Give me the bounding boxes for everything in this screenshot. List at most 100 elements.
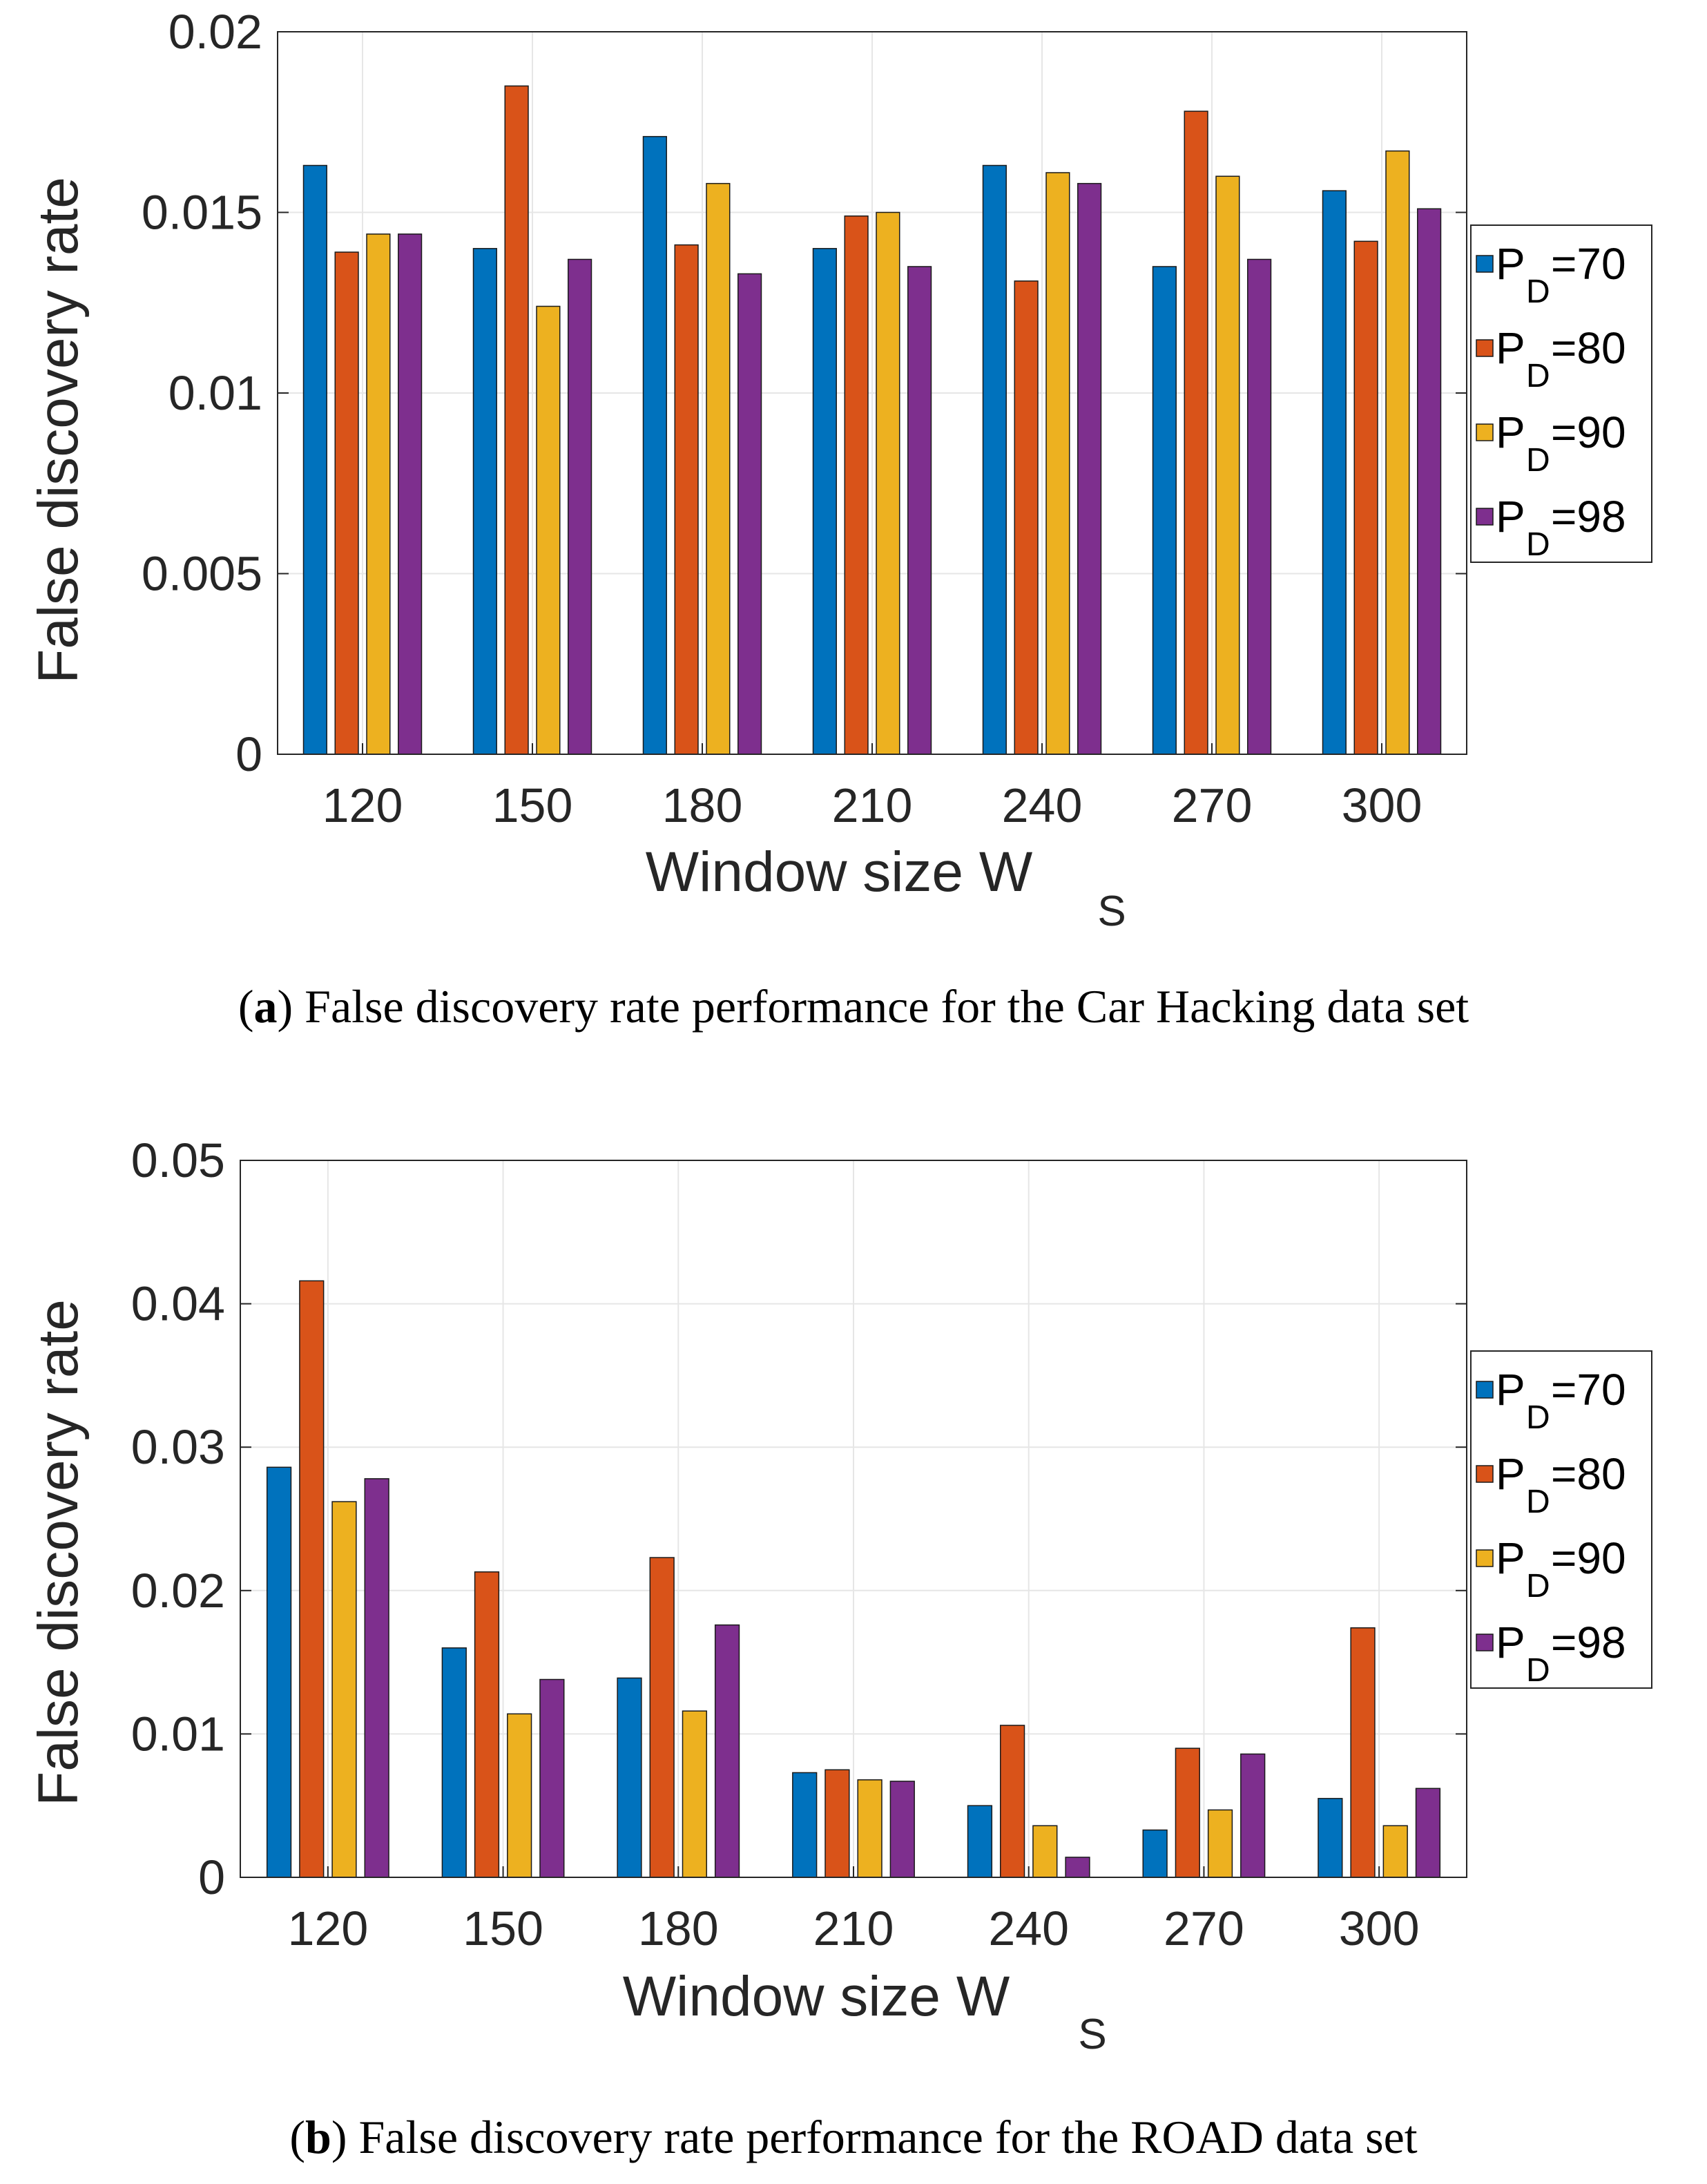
x-tick-label: 180: [638, 1902, 719, 1955]
bar-p98-300: [1417, 208, 1442, 755]
bar-p90-120: [366, 233, 391, 755]
bar-p90-240: [1045, 172, 1070, 755]
bar-p70-270: [1142, 1829, 1168, 1878]
bar-p70-210: [792, 1772, 818, 1878]
caption-b-text: False discovery rate performance for the…: [358, 2111, 1418, 2163]
bar-p70-240: [967, 1805, 993, 1878]
x-tick-label: 300: [1342, 778, 1422, 832]
y-tick-label: 0: [198, 1850, 225, 1904]
bar-p98-210: [889, 1781, 915, 1878]
legend-label-subscript: D: [1526, 1484, 1550, 1520]
x-tick-label: 180: [662, 778, 743, 832]
bar-p80-300: [1353, 240, 1378, 755]
legend-swatch-p98: [1476, 1634, 1494, 1651]
caption-a-text: False discovery rate performance for the…: [305, 980, 1469, 1033]
legend-swatch-p70: [1476, 255, 1494, 273]
y-tick-label: 0.03: [131, 1420, 225, 1474]
bar-p90-300: [1385, 150, 1410, 755]
caption-a-label: a: [253, 980, 278, 1033]
bar-p80-240: [999, 1725, 1025, 1878]
x-tick-label: 150: [492, 778, 573, 832]
bar-p98-300: [1415, 1788, 1441, 1878]
y-tick-label: 0.05: [131, 1133, 225, 1187]
bar-p98-120: [398, 233, 423, 755]
legend-label-main: P: [1496, 323, 1525, 373]
bar-p70-150: [472, 248, 497, 755]
bar-p70-120: [266, 1466, 292, 1878]
bar-p70-120: [302, 164, 327, 755]
legend-swatch-p98: [1476, 508, 1494, 526]
y-axis-label: False discovery rate: [27, 177, 90, 684]
bar-p80-270: [1175, 1747, 1200, 1878]
bar-p80-120: [299, 1280, 325, 1878]
legend-label-value: =70: [1551, 239, 1626, 289]
y-axis-label: False discovery rate: [27, 1299, 90, 1806]
legend-swatch-p80: [1476, 1465, 1494, 1483]
bar-p80-150: [474, 1571, 500, 1878]
legend-box: [1470, 1350, 1652, 1689]
bar-p90-270: [1215, 175, 1240, 755]
legend-label-main: P: [1496, 1449, 1525, 1499]
bar-p80-300: [1350, 1627, 1376, 1878]
legend-label-value: =90: [1551, 1533, 1626, 1583]
bar-p90-300: [1382, 1825, 1408, 1878]
legend-box: [1470, 224, 1652, 563]
x-axis-label-subscript: S: [1097, 888, 1126, 935]
legend-label-main: P: [1496, 492, 1525, 542]
caption-b: (b) False discovery rate performance for…: [289, 2111, 1418, 2163]
x-axis-label: Window size W: [623, 1965, 1010, 2028]
y-tick-label: 0.015: [142, 186, 262, 240]
legend-label-main: P: [1496, 408, 1525, 457]
x-tick-label: 150: [463, 1902, 543, 1955]
bar-p70-240: [982, 164, 1007, 755]
y-tick-label: 0.01: [168, 366, 262, 420]
x-tick-label: 210: [832, 778, 913, 832]
legend-label-subscript: D: [1526, 442, 1550, 479]
bar-p80-270: [1184, 111, 1208, 755]
legend-label-value: =90: [1551, 408, 1626, 457]
bar-p70-300: [1318, 1798, 1343, 1878]
bar-p90-180: [706, 182, 731, 755]
y-tick-label: 0.02: [168, 5, 262, 59]
legend-label-subscript: D: [1526, 526, 1550, 563]
bar-p80-150: [504, 85, 529, 755]
legend-label-subscript: D: [1526, 358, 1550, 394]
bar-p80-240: [1014, 280, 1039, 755]
bar-p98-180: [737, 273, 762, 755]
legend-label-subscript: D: [1526, 274, 1550, 310]
chart-a: 0 0.005 0.01 0.015 0.02 120 150 180 210 240 270 300…: [27, 5, 1652, 935]
bar-p90-150: [536, 305, 561, 755]
bar-p90-270: [1207, 1809, 1233, 1878]
bar-p90-150: [507, 1713, 532, 1878]
bar-p98-240: [1077, 182, 1102, 755]
bar-p90-120: [331, 1501, 357, 1878]
legend-label-subscript: D: [1526, 1399, 1550, 1436]
bar-p98-150: [539, 1678, 565, 1878]
legend-swatch-p80: [1476, 339, 1494, 357]
legend-swatch-p90: [1476, 423, 1494, 441]
x-tick-label: 270: [1172, 778, 1253, 832]
legend-label-subscript: D: [1526, 1652, 1550, 1689]
bar-p90-210: [876, 211, 900, 755]
bar-p80-180: [674, 244, 699, 755]
y-tick-label: 0.005: [142, 547, 262, 601]
legend-label-value: =80: [1551, 1449, 1626, 1499]
x-tick-label: 120: [322, 778, 403, 832]
bar-p98-150: [568, 258, 592, 755]
legend-label-value: =98: [1551, 1618, 1626, 1667]
bar-p70-180: [642, 135, 667, 755]
legend-label-value: =80: [1551, 323, 1626, 373]
bar-p98-120: [364, 1478, 389, 1878]
chart-b: 0 0.01 0.02 0.03 0.04 0.05 120 150 180 210 240 270 3…: [27, 1133, 1652, 2058]
axes-box: [277, 31, 1467, 755]
legend-label-value: =98: [1551, 492, 1626, 542]
legend-swatch-p90: [1476, 1549, 1494, 1567]
x-tick-label: 240: [1002, 778, 1083, 832]
bar-p80-120: [334, 251, 359, 755]
caption-a: (a) False discovery rate performance for…: [238, 980, 1469, 1033]
bar-p98-240: [1065, 1857, 1090, 1878]
x-tick-label: 300: [1339, 1902, 1420, 1955]
x-axis-label: Window size W: [646, 841, 1033, 903]
